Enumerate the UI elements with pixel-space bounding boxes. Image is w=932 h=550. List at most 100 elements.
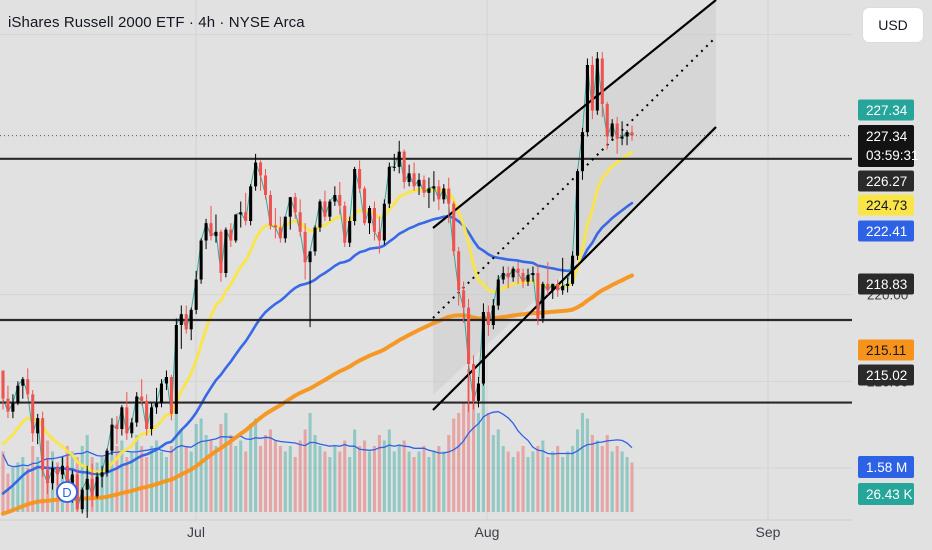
candle-body bbox=[402, 151, 406, 182]
candle-body bbox=[595, 58, 599, 111]
volume-bar bbox=[402, 440, 406, 512]
volume-bar bbox=[283, 451, 287, 512]
volume-bar bbox=[80, 446, 84, 512]
candle-body bbox=[263, 175, 268, 195]
volume-bar bbox=[120, 440, 124, 512]
volume-bar bbox=[204, 435, 208, 512]
candle-body bbox=[353, 169, 357, 221]
channel-lower-line bbox=[432, 126, 717, 411]
highlight-zone bbox=[433, 0, 716, 395]
volume-bar bbox=[610, 451, 614, 512]
x-tick-label: Sep bbox=[756, 524, 781, 540]
x-tick-label: Jul bbox=[187, 524, 205, 540]
price-badge-level-dark bbox=[858, 273, 914, 295]
price-badge-label: 218.83 bbox=[866, 277, 907, 292]
volume-bar bbox=[239, 440, 243, 512]
candle-body bbox=[278, 227, 282, 239]
candle-body bbox=[244, 212, 248, 221]
volume-bar bbox=[501, 446, 505, 512]
ma-slow-line bbox=[1, 273, 634, 516]
candle-body bbox=[427, 188, 431, 193]
candle-body bbox=[432, 186, 436, 189]
price-badge-last-green bbox=[858, 99, 914, 121]
price-badges: 227.34 227.34 03:59:31 226.27 224.73 222.41 21… bbox=[858, 99, 919, 505]
candle-body bbox=[580, 132, 585, 172]
candle-body bbox=[571, 255, 575, 284]
candle-body bbox=[506, 273, 510, 278]
volume-bar bbox=[293, 457, 297, 512]
volume-bar bbox=[179, 429, 183, 512]
volume-bar bbox=[447, 435, 451, 512]
volume-bar bbox=[31, 446, 35, 512]
price-badge-level-dark bbox=[858, 170, 914, 192]
candle-body bbox=[145, 400, 149, 429]
candle-body bbox=[31, 394, 35, 434]
candle-body bbox=[561, 286, 565, 291]
candle-body bbox=[115, 424, 119, 429]
volume-bar bbox=[234, 446, 238, 512]
candle-body bbox=[328, 201, 332, 217]
volume-bar bbox=[308, 413, 312, 512]
volume-bar bbox=[625, 457, 629, 512]
dividend-marker[interactable]: D bbox=[56, 481, 78, 503]
candle-body bbox=[6, 398, 10, 412]
volume-bar bbox=[491, 435, 495, 512]
candle-body bbox=[348, 221, 352, 243]
volume-bar bbox=[551, 451, 555, 512]
candle-body bbox=[358, 169, 362, 189]
volume-bar bbox=[561, 457, 565, 512]
candle-body bbox=[239, 212, 243, 215]
candle-body bbox=[169, 377, 173, 414]
volume-bar bbox=[432, 451, 436, 512]
candle-body bbox=[382, 203, 386, 241]
volume-bar bbox=[427, 457, 431, 512]
volume-bar bbox=[372, 446, 376, 512]
candle-body bbox=[412, 173, 416, 187]
volume-bar bbox=[417, 451, 421, 512]
candle-body bbox=[95, 476, 99, 497]
volume-bar bbox=[214, 446, 218, 512]
candle-body bbox=[556, 283, 560, 291]
volume-bar bbox=[377, 435, 381, 512]
volume-bar bbox=[387, 429, 391, 512]
candle-body bbox=[486, 312, 490, 325]
candle-body bbox=[55, 468, 60, 475]
candle-body bbox=[36, 418, 40, 434]
countdown-label: 03:59:31 bbox=[866, 148, 919, 163]
volume-bar bbox=[298, 440, 302, 512]
volume-bar bbox=[620, 451, 624, 512]
candle-body bbox=[546, 283, 550, 291]
time-axis[interactable]: Jul Aug Sep bbox=[0, 519, 852, 540]
volume-bar bbox=[224, 413, 228, 512]
volume-bar bbox=[219, 424, 223, 512]
candle-body bbox=[199, 240, 203, 280]
candle-body bbox=[50, 468, 55, 484]
volume-badge-vol-blue bbox=[858, 456, 914, 478]
volume-bar bbox=[244, 451, 248, 512]
volume-bar bbox=[382, 440, 386, 512]
candle-body bbox=[46, 470, 50, 484]
candle-body bbox=[516, 268, 520, 273]
candle-body bbox=[11, 403, 15, 412]
currency-button[interactable]: USD bbox=[863, 8, 923, 42]
price-badge-label: 215.11 bbox=[866, 343, 906, 358]
price-badge-ma-blue bbox=[858, 220, 914, 242]
candle-body bbox=[481, 312, 485, 384]
candle-body bbox=[417, 179, 421, 187]
candle-body bbox=[462, 290, 466, 308]
dividend-marker-circle bbox=[56, 481, 78, 503]
volume-bar bbox=[486, 413, 490, 512]
volume-bar bbox=[407, 451, 411, 512]
candle-body bbox=[259, 162, 263, 176]
candle-body bbox=[90, 478, 94, 497]
candle-body bbox=[387, 166, 391, 204]
candle-body bbox=[85, 478, 89, 490]
volume-bar bbox=[367, 451, 372, 512]
candle-body bbox=[397, 151, 401, 167]
candle-body bbox=[566, 283, 570, 286]
price-badge-label: 226.27 bbox=[866, 174, 907, 189]
volume-bar bbox=[412, 457, 416, 512]
volume-bar bbox=[437, 446, 441, 512]
volume-bar bbox=[580, 413, 585, 512]
